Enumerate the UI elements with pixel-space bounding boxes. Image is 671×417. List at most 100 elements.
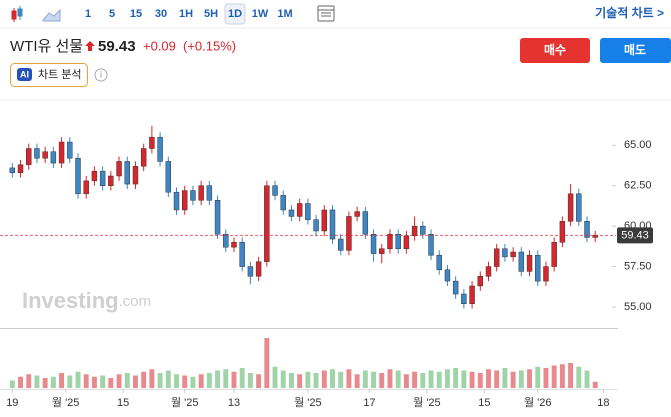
ai-label[interactable]: 차트 분석	[38, 68, 82, 81]
calendar-icon[interactable]	[317, 5, 335, 22]
x-tick-label: 월 '25	[52, 396, 80, 409]
candle-body	[280, 195, 286, 211]
sell-button[interactable]	[600, 38, 671, 63]
candle-body	[255, 261, 262, 277]
sell-label[interactable]: 매도	[624, 42, 646, 57]
candle-body	[485, 266, 492, 277]
volume-bar	[494, 370, 500, 388]
info-icon[interactable]	[94, 68, 108, 82]
volume-bar	[149, 369, 155, 388]
volume-bar	[453, 368, 459, 388]
volume-bar	[239, 368, 245, 388]
candle-body	[75, 157, 81, 195]
interval-active[interactable]	[224, 3, 246, 25]
change-pct: (+0.15%)	[183, 38, 236, 53]
interval[interactable]: 30	[155, 8, 167, 20]
x-tick-label: 월 '26	[524, 396, 552, 409]
volume-bar	[182, 375, 188, 388]
candle-body	[395, 233, 401, 250]
interval[interactable]: 1M	[277, 8, 292, 20]
volume-bar	[91, 376, 97, 388]
volume-bar	[313, 373, 319, 388]
y-tick-label: 55.00	[624, 301, 652, 313]
x-tick-label: 월 '25	[171, 396, 199, 409]
candle-body	[551, 242, 557, 267]
volume-bar	[330, 369, 335, 388]
candle-body	[354, 211, 360, 217]
candle-icon[interactable]	[11, 6, 23, 22]
candle-body	[518, 251, 525, 272]
volume-bar	[527, 369, 533, 388]
volume-bar	[59, 373, 65, 388]
candle-body	[329, 209, 336, 240]
volume-bar	[264, 338, 270, 388]
candle-body	[535, 254, 541, 282]
volume-bar	[502, 368, 508, 388]
candle-body	[231, 242, 237, 248]
candle-body	[247, 266, 254, 277]
interval[interactable]: 1H	[179, 8, 193, 20]
volume-bar	[26, 374, 32, 388]
volume-bar	[34, 375, 40, 388]
volume-bar	[543, 368, 549, 388]
watermark-brand: Investing	[22, 288, 119, 313]
candle-body	[567, 193, 574, 222]
candle-body	[214, 200, 221, 235]
volume-bar	[477, 373, 483, 388]
candle-body	[403, 235, 410, 250]
candle-body	[452, 280, 459, 295]
info-i: i	[100, 69, 102, 79]
volume-bar	[288, 373, 294, 388]
interval[interactable]: 5	[109, 8, 115, 20]
volume-bar	[50, 376, 56, 388]
candle-body	[264, 185, 270, 262]
interval[interactable]: 1W	[252, 8, 269, 20]
volume-bar	[223, 369, 229, 388]
volume-bar	[338, 371, 344, 388]
volume-bar	[379, 373, 385, 388]
volume-bar	[198, 374, 204, 388]
y-tick-label: 57.50	[624, 260, 652, 272]
candle-body	[387, 233, 393, 250]
candle-body	[338, 238, 344, 251]
candle-body	[198, 185, 204, 201]
interval[interactable]: 1D	[228, 8, 242, 20]
volume-bar	[559, 364, 565, 388]
candle-body	[58, 141, 65, 164]
area-icon[interactable]	[42, 8, 61, 22]
x-tick-label: 15	[117, 397, 129, 409]
interval[interactable]: 15	[130, 8, 142, 20]
ai-badge: AI	[20, 69, 29, 79]
tech-chart-link[interactable]: 기술적 차트 >	[595, 5, 664, 20]
volume-bar	[100, 375, 106, 388]
candle-body	[26, 148, 32, 165]
volume-bar	[461, 370, 467, 388]
volume-bar	[576, 366, 582, 388]
volume-bar	[280, 370, 286, 388]
volume-bar	[518, 370, 524, 388]
interval[interactable]: 5H	[204, 8, 218, 20]
volume-bar	[18, 376, 23, 388]
candle-body	[428, 233, 434, 256]
interval[interactable]: 1	[85, 8, 91, 20]
candle-body	[149, 136, 155, 149]
buy-button[interactable]	[520, 38, 590, 63]
candle-body	[190, 190, 196, 201]
volume-bar	[387, 369, 393, 388]
candle-body	[379, 248, 385, 254]
volume-bar	[9, 380, 15, 388]
candle-body	[420, 225, 426, 235]
x-tick-label: 13	[228, 397, 240, 409]
candle-body	[99, 170, 106, 186]
volume-bar	[420, 373, 426, 388]
volume-bar	[436, 371, 442, 388]
volume-bar	[371, 371, 377, 388]
candle-body	[288, 209, 295, 217]
volume-bar	[256, 374, 262, 388]
buy-label[interactable]: 매수	[544, 42, 566, 57]
volume-bar	[108, 378, 114, 388]
candle-body	[132, 166, 139, 185]
candle-body	[305, 203, 311, 220]
volume-bar	[165, 370, 171, 388]
